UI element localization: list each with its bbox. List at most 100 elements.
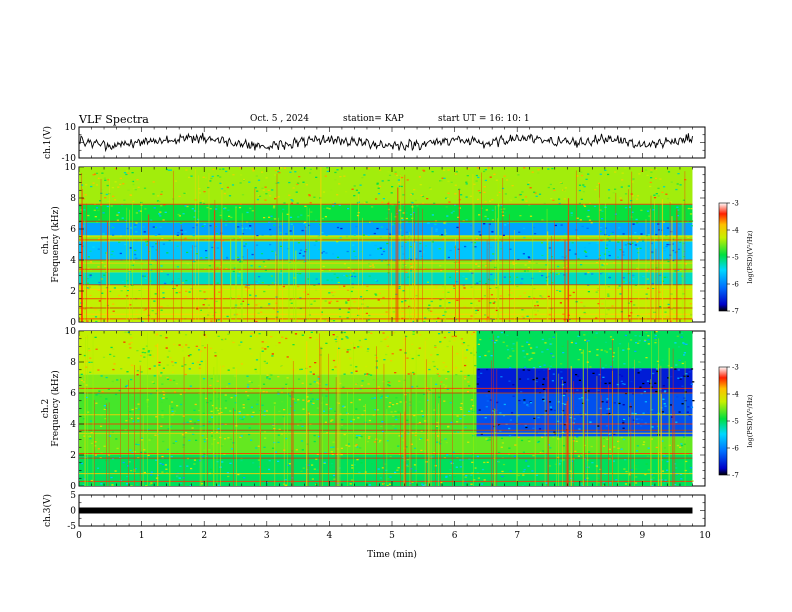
- sp1-speckle: [430, 310, 433, 312]
- sp2-after-speckle: [574, 437, 577, 440]
- sp2-before-speckle: [346, 349, 349, 351]
- sp2-before-speckle: [316, 363, 320, 365]
- sp1-speckle: [141, 275, 145, 277]
- sp1-speckle: [339, 236, 342, 239]
- sp2-before-speckle: [396, 403, 399, 405]
- sp1-speckle: [122, 183, 125, 185]
- sp2-before-speckle: [239, 473, 242, 475]
- sp2-before-speckle: [306, 468, 309, 471]
- sp1-speckle: [477, 320, 480, 322]
- sp1-speckle: [209, 180, 212, 182]
- sp2-before-speckle: [348, 348, 352, 351]
- sp1-speckle: [669, 312, 672, 314]
- sp1-speckle: [521, 309, 524, 311]
- sp1-speckle: [89, 250, 92, 252]
- sp1-speckle: [465, 196, 468, 198]
- sp2-after-speckle: [618, 374, 622, 376]
- sp1-speckle: [159, 215, 162, 217]
- sp2-before-speckle: [82, 381, 85, 383]
- sp1-speckle: [616, 256, 619, 258]
- sp1-speckle: [588, 242, 591, 245]
- sp1-speckle: [155, 243, 158, 245]
- sp2-after-speckle: [663, 403, 666, 405]
- sp1-speckle: [298, 176, 301, 178]
- sp2-before-speckle: [425, 338, 428, 340]
- sp2-before-speckle: [97, 369, 100, 371]
- sp2-before-speckle: [395, 418, 398, 421]
- sp2-before-speckle: [203, 378, 206, 380]
- sp1-speckle: [299, 261, 302, 263]
- sp2-before-speckle: [176, 405, 179, 407]
- sp2-after-speckle: [642, 412, 645, 414]
- sp2-after-speckle: [666, 455, 669, 458]
- sp1-speckle: [667, 303, 670, 306]
- sp1-speckle: [359, 184, 362, 186]
- sp1-speckle: [629, 282, 632, 284]
- sp1-speckle: [324, 300, 327, 302]
- sp1-speckle: [470, 224, 473, 227]
- sp1-speckle: [245, 227, 248, 229]
- sp2-after-speckle: [638, 335, 642, 337]
- sp1-speckle: [275, 182, 278, 184]
- sp1-speckle: [309, 219, 313, 221]
- sp2-after-speckle: [571, 481, 574, 483]
- sp2-after-speckle: [632, 419, 635, 421]
- sp1-speckle: [561, 256, 564, 258]
- sp1-speckle: [465, 219, 468, 221]
- sp2-after-speckle: [608, 382, 611, 384]
- sp2-before-speckle: [170, 455, 173, 458]
- sp1-speckle: [218, 291, 221, 293]
- sp1-speckle: [665, 235, 668, 237]
- sp1-speckle: [537, 169, 540, 171]
- sp1-speckle: [448, 276, 452, 278]
- sp2-after-speckle: [486, 400, 489, 402]
- sp1-speckle: [307, 293, 310, 295]
- sp2-after-speckle: [663, 482, 666, 484]
- sp1-speckle: [104, 197, 107, 199]
- sp2-before-speckle: [257, 445, 260, 447]
- sp1-speckle: [263, 217, 266, 219]
- sp1-speckle: [215, 205, 218, 207]
- sp2-before-speckle: [219, 436, 222, 439]
- sp1-speckle: [676, 215, 680, 217]
- sp2-before-speckle: [390, 411, 393, 413]
- sp1-speckle: [388, 232, 391, 235]
- sp1-speckle: [386, 264, 389, 266]
- sp2-before-speckle: [240, 363, 243, 365]
- sp2-before-speckle: [238, 412, 241, 414]
- sp2-before-speckle: [211, 404, 214, 407]
- sp2-before-speckle: [162, 440, 165, 443]
- sp2-before-speckle: [456, 415, 459, 417]
- sp2-after-speckle: [685, 373, 688, 375]
- sp2-before-speckle: [278, 428, 281, 431]
- sp2-after-speckle: [508, 435, 512, 437]
- sp2-before-speckle: [79, 335, 82, 338]
- sp1-speckle: [280, 270, 283, 272]
- sp1-speckle: [483, 186, 486, 188]
- sp2-before-speckle: [85, 396, 89, 399]
- sp2-after-speckle: [622, 422, 625, 424]
- sp2-after-speckle: [639, 369, 642, 371]
- sp2-after-speckle: [577, 484, 580, 486]
- sp2-before-speckle: [473, 479, 476, 481]
- sp1-speckle: [280, 167, 283, 169]
- sp2-before-speckle: [183, 391, 186, 393]
- sp1-speckle: [476, 309, 479, 311]
- sp1-speckle: [409, 194, 413, 196]
- sp1-speckle: [552, 270, 555, 272]
- sp2-before-speckle: [179, 403, 183, 406]
- sp2-before-speckle: [90, 420, 93, 422]
- sp2-after-speckle: [552, 355, 555, 357]
- sp1-speckle: [254, 295, 257, 297]
- sp2-before-speckle: [128, 343, 131, 345]
- sp2-after-speckle: [488, 437, 491, 439]
- sp1-speckle: [199, 202, 202, 204]
- sp1-speckle: [225, 267, 228, 270]
- sp2-after-speckle: [539, 452, 542, 454]
- sp1-speckle: [621, 172, 624, 174]
- sp2-after-speckle: [580, 415, 583, 417]
- sp2-after-speckle: [478, 356, 481, 358]
- sp1-speckle: [489, 260, 492, 262]
- sp1-speckle: [295, 320, 298, 322]
- sp1-speckle: [262, 189, 265, 191]
